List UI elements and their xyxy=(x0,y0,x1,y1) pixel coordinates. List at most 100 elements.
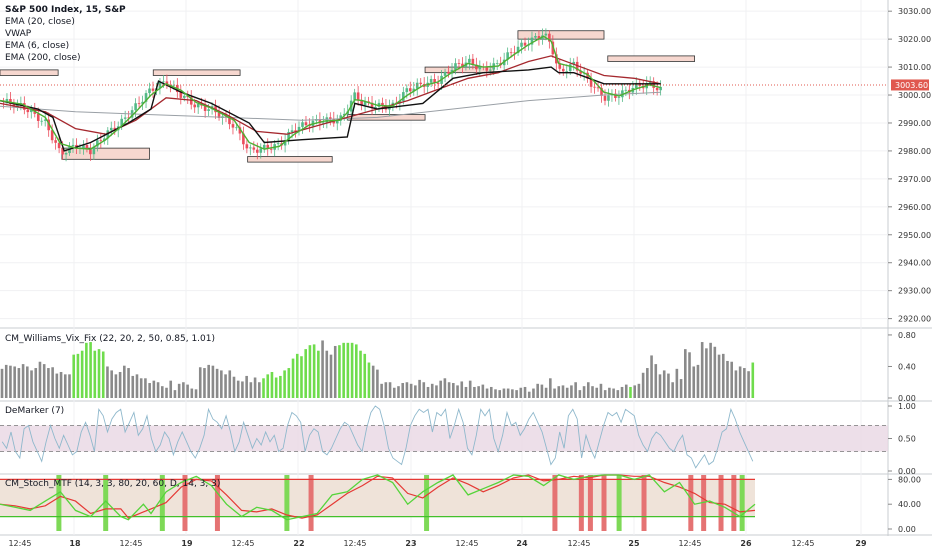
vix-bar xyxy=(616,390,620,398)
time-tick-label: 12:45 xyxy=(119,539,142,548)
vix-bar xyxy=(220,370,223,398)
vix-label: CM_Williams_Vix_Fix (22, 20, 2, 50, 0.85… xyxy=(5,334,215,344)
price-tick-label: 2930.00 xyxy=(898,287,931,296)
time-tick-label: 19 xyxy=(181,539,193,548)
candle-body xyxy=(589,78,593,87)
vix-bar xyxy=(156,382,160,398)
candle-body xyxy=(64,153,68,155)
candle-body xyxy=(659,86,662,91)
candle-body xyxy=(162,81,165,83)
vix-bar xyxy=(705,348,708,398)
candle-body xyxy=(29,109,33,113)
vix-bar xyxy=(730,361,734,398)
time-tick-label: 12:45 xyxy=(343,539,366,548)
vix-bar xyxy=(544,387,548,398)
vix-bar xyxy=(380,383,383,398)
vix-bar xyxy=(89,342,92,398)
candle-body xyxy=(179,92,183,98)
candle-body xyxy=(189,97,193,105)
time-tick-label: 12:45 xyxy=(8,539,31,548)
candle-body xyxy=(127,117,130,119)
candle-body xyxy=(262,144,266,149)
candle-body xyxy=(287,131,290,141)
vix-bar xyxy=(42,364,46,398)
candle-body xyxy=(269,148,273,150)
candle-body xyxy=(523,42,527,46)
candle-body xyxy=(5,99,9,102)
candle-body xyxy=(290,130,294,132)
vix-bar xyxy=(80,350,84,398)
vix-bar xyxy=(658,374,662,398)
candle-body xyxy=(294,130,297,132)
vix-bar xyxy=(586,382,590,398)
stoch-red-bar xyxy=(214,475,220,531)
vix-bar xyxy=(177,383,181,398)
vix-bar xyxy=(300,356,303,398)
candle-body xyxy=(207,109,210,111)
vix-bar xyxy=(637,383,641,398)
candle-body xyxy=(544,33,548,36)
candle-body xyxy=(652,81,655,88)
price-tick-label: 3000.00 xyxy=(898,91,931,100)
candle-body xyxy=(137,103,141,105)
demarker-band xyxy=(0,425,888,452)
stoch-red-bar xyxy=(552,475,558,531)
vix-bar xyxy=(312,344,316,398)
candle-body xyxy=(596,87,600,89)
stoch-red-bar xyxy=(641,475,647,531)
candle-body xyxy=(182,95,186,98)
time-tick-label: 24 xyxy=(516,539,528,548)
candle-body xyxy=(89,149,92,155)
vix-bar xyxy=(283,370,286,398)
candle-body xyxy=(568,64,572,72)
vix-bar xyxy=(367,362,371,398)
vix-bar xyxy=(561,385,565,398)
vix-bar xyxy=(540,384,544,398)
vix-tick-label: 0.00 xyxy=(898,394,916,403)
vix-bar xyxy=(363,353,367,398)
sr-zone xyxy=(0,69,59,76)
vix-bar xyxy=(350,342,354,398)
vix-bar xyxy=(709,342,712,398)
vix-bar xyxy=(713,346,717,398)
vix-bar xyxy=(456,385,459,398)
candle-body xyxy=(516,46,520,53)
time-tick-label: 12:45 xyxy=(455,539,478,548)
price-tick-label: 2970.00 xyxy=(898,175,931,184)
vix-bar xyxy=(397,386,400,398)
stoch-green-bar xyxy=(103,475,109,531)
vix-bar xyxy=(414,385,417,398)
candle-body xyxy=(488,69,492,71)
sr-zone xyxy=(61,147,150,160)
vix-bar xyxy=(717,354,721,398)
candle-body xyxy=(304,122,308,126)
stoch-red-bar xyxy=(731,475,737,531)
candle-body xyxy=(301,122,304,127)
candle-body xyxy=(495,63,499,64)
stoch-pane: 80.00 40.00 0.00 xyxy=(0,474,921,534)
candle-body xyxy=(141,101,144,104)
vix-bar xyxy=(388,382,392,398)
vix-bar xyxy=(650,355,653,398)
vix-bar xyxy=(574,382,577,398)
candle-body xyxy=(506,52,509,60)
vix-bar xyxy=(308,345,312,398)
vix-bar xyxy=(430,383,434,398)
vix-bar xyxy=(359,350,362,398)
candle-body xyxy=(242,133,245,145)
candle-body xyxy=(457,63,461,64)
candle-body xyxy=(259,148,263,153)
stoch-label: CM_Stoch_MTF (14, 3, 3, 80, 20, 60, D, 1… xyxy=(5,479,220,489)
vix-bar xyxy=(106,366,109,398)
vix-bar xyxy=(464,386,468,398)
candle-body xyxy=(50,130,54,141)
price-tick-label: 2920.00 xyxy=(898,315,931,324)
candle-body xyxy=(555,54,558,64)
vix-bar xyxy=(97,349,101,398)
vix-bar xyxy=(236,380,240,398)
candle-body xyxy=(228,116,231,125)
vix-bar xyxy=(118,371,122,398)
vix-bar xyxy=(452,383,455,398)
candle-body xyxy=(238,127,242,134)
